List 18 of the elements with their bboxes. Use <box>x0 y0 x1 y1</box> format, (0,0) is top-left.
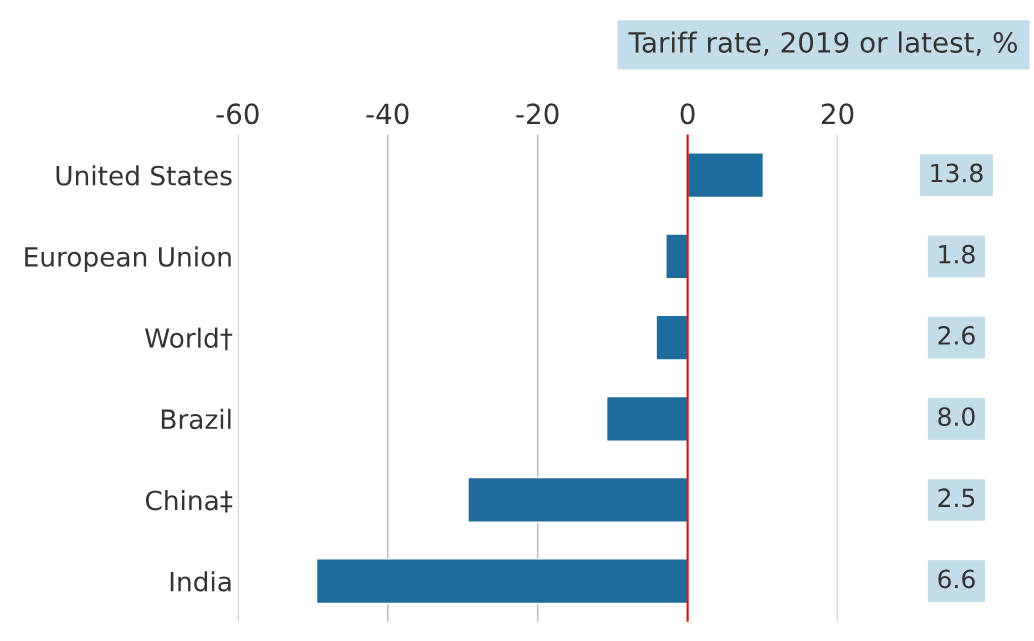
x-tick-label: -40 <box>366 103 409 125</box>
x-tick-label: -60 <box>216 103 259 125</box>
y-tick-label: European Union <box>25 246 231 272</box>
data-label: 2.5 <box>938 488 975 508</box>
y-tick-label: China‡ <box>145 489 233 513</box>
y-tick-label: Brazil <box>161 408 231 430</box>
data-label: 6.6 <box>938 569 975 589</box>
x-tick-label: 20 <box>821 103 854 125</box>
x-tick-label: 0 <box>680 103 695 125</box>
data-label: 2.6 <box>938 325 975 345</box>
y-tick-label: World† <box>145 327 233 351</box>
x-tick-label: -20 <box>516 103 559 125</box>
y-tick-label: India <box>170 571 231 592</box>
data-label: 8.0 <box>938 407 975 427</box>
y-tick-label: United States <box>56 165 232 186</box>
data-label: 1.8 <box>939 244 975 264</box>
data-label: 13.8 <box>931 163 983 183</box>
text: Tariff rate, 2019 or latest, % <box>628 31 1017 56</box>
